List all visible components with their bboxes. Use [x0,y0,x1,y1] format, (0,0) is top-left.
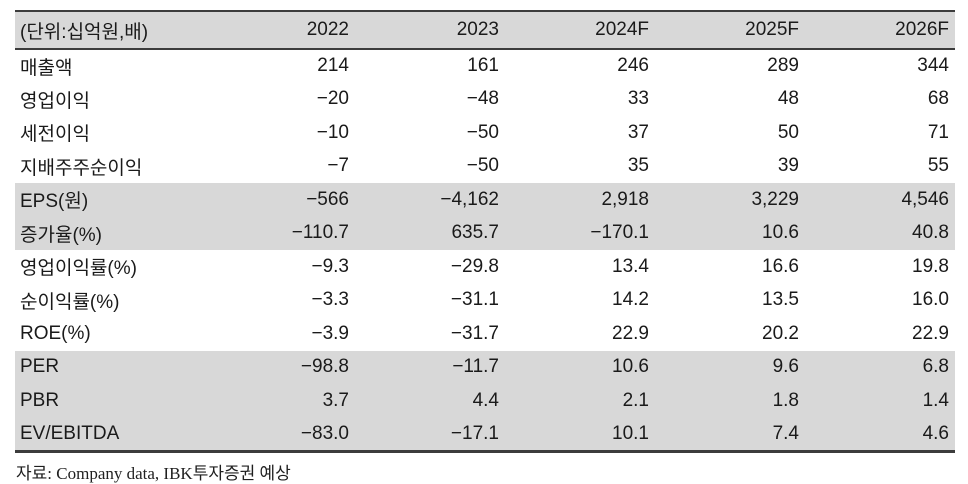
value-cell: 13.4 [612,255,649,277]
value-cell: −3.3 [311,289,349,311]
table-row: EV/EBITDA −83.0 −17.1 10.1 7.4 4.6 [15,417,955,451]
table-row: ROE(%) −3.9 −31.7 22.9 20.2 22.9 [15,317,955,351]
value-cell: 4.4 [472,389,499,411]
value-cell: 2.1 [622,389,649,411]
value-cell: −7 [327,155,349,177]
value-cell: −4,162 [440,188,499,210]
table-row: EPS(원) −566 −4,162 2,918 3,229 4,546 [15,183,955,217]
value-cell: 14.2 [612,289,649,311]
value-cell: 161 [467,55,499,77]
value-cell: −50 [466,121,499,143]
source-note: 자료: Company data, IBK투자증권 예상 [16,463,291,483]
table-row: 지배주주순이익 −7 −50 35 39 55 [15,150,955,184]
value-cell: 19.8 [912,255,949,277]
value-cell: 3.7 [322,389,349,411]
value-cell: 1.8 [772,389,799,411]
column-header-2026f: 2026F [805,11,955,50]
table-row: 순이익률(%) −3.3 −31.1 14.2 13.5 16.0 [15,284,955,318]
value-cell: −98.8 [300,356,349,378]
value-cell: 33 [627,88,649,110]
value-cell: 37 [627,121,649,143]
metric-label: 영업이익 [20,90,90,112]
column-header-2023: 2023 [355,11,505,50]
earnings-forecast-table: (단위:십억원,배) 2022 2023 2024F 2025F 2026F 매… [15,10,955,453]
value-cell: 16.0 [912,289,949,311]
value-cell: 71 [927,121,949,143]
value-cell: 22.9 [912,322,949,344]
value-cell: −31.7 [450,322,499,344]
metric-label: 영업이익률(%) [20,258,137,280]
metric-label: EPS(원) [20,191,89,213]
financial-summary-table: (단위:십억원,배) 2022 2023 2024F 2025F 2026F 매… [15,10,955,484]
value-cell: −11.7 [452,356,499,378]
value-cell: −20 [316,88,349,110]
metric-label: 순이익률(%) [20,291,120,313]
value-cell: −9.3 [311,255,349,277]
table-header-row: (단위:십억원,배) 2022 2023 2024F 2025F 2026F [15,11,955,50]
table-row: 세전이익 −10 −50 37 50 71 [15,116,955,150]
value-cell: −50 [466,155,499,177]
table-row: 매출액 214 161 246 289 344 [15,49,955,83]
value-cell: −110.7 [291,222,349,244]
value-cell: 20.2 [762,322,799,344]
value-cell: 10.6 [762,222,799,244]
value-cell: 39 [777,155,799,177]
value-cell: 289 [767,55,799,77]
value-cell: 9.6 [772,356,799,378]
metric-label: PBR [20,389,60,411]
value-cell: 48 [777,88,799,110]
value-cell: −83.0 [300,422,349,444]
value-cell: 246 [617,55,649,77]
metric-label: EV/EBITDA [20,422,120,444]
metric-label: ROE(%) [20,322,91,344]
column-header-2025f: 2025F [655,11,805,50]
value-cell: −566 [306,188,349,210]
value-cell: −48 [466,88,499,110]
value-cell: 55 [927,155,949,177]
value-cell: 40.8 [912,222,949,244]
value-cell: 3,229 [751,188,799,210]
table-row: PBR 3.7 4.4 2.1 1.8 1.4 [15,384,955,418]
table-row: 영업이익률(%) −9.3 −29.8 13.4 16.6 19.8 [15,250,955,284]
value-cell: 13.5 [762,289,799,311]
value-cell: −29.8 [450,255,499,277]
value-cell: −10 [316,121,349,143]
metric-label: 증가율(%) [20,224,102,246]
value-cell: 635.7 [451,222,499,244]
value-cell: 68 [927,88,949,110]
value-cell: 4,546 [901,188,949,210]
value-cell: 35 [627,155,649,177]
value-cell: 1.4 [922,389,949,411]
value-cell: 7.4 [772,422,799,444]
value-cell: 22.9 [612,322,649,344]
value-cell: −170.1 [590,222,649,244]
value-cell: −17.1 [450,422,499,444]
value-cell: 10.6 [612,356,649,378]
column-header-2022: 2022 [205,11,355,50]
unit-header: (단위:십억원,배) [15,11,205,50]
value-cell: 50 [777,121,799,143]
value-cell: 2,918 [601,188,649,210]
value-cell: −3.9 [311,322,349,344]
table-row: PER −98.8 −11.7 10.6 9.6 6.8 [15,350,955,384]
value-cell: 16.6 [762,255,799,277]
table-row: 영업이익 −20 −48 33 48 68 [15,83,955,117]
metric-label: 세전이익 [20,124,90,146]
metric-label: PER [20,356,60,378]
value-cell: −31.1 [450,289,499,311]
column-header-2024f: 2024F [505,11,655,50]
value-cell: 214 [317,55,349,77]
value-cell: 344 [917,55,949,77]
value-cell: 10.1 [612,422,649,444]
table-row: 증가율(%) −110.7 635.7 −170.1 10.6 40.8 [15,216,955,250]
metric-label: 지배주주순이익 [20,157,143,179]
value-cell: 4.6 [922,422,949,444]
metric-label: 매출액 [20,57,73,79]
value-cell: 6.8 [922,356,949,378]
